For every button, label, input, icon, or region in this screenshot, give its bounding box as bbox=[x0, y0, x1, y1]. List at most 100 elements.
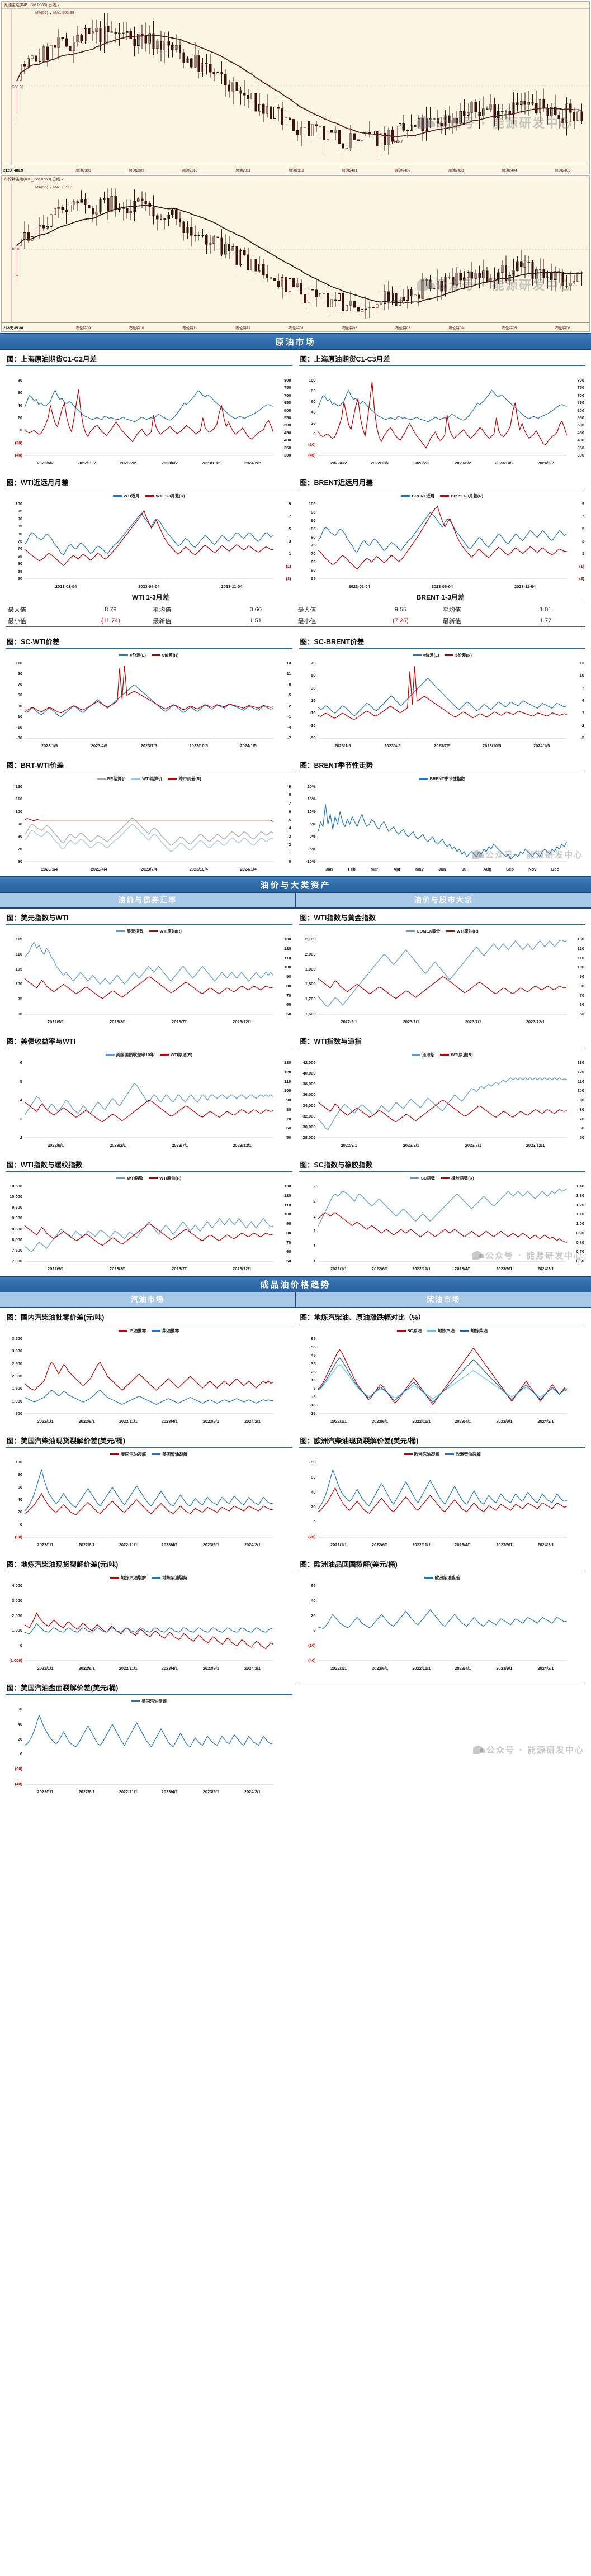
x-tick: 2022/1/1 bbox=[37, 1419, 54, 1424]
x-tick: 2023/9/1 bbox=[496, 1419, 513, 1424]
cell-label: 最大值 bbox=[8, 607, 26, 614]
y-tick-right: 110 bbox=[577, 1078, 584, 1084]
chart-series-SCR bbox=[24, 389, 273, 422]
chart-wti-gold[interactable]: COMEX黄金 WTI原油(R) 2,100 2,000 1,900 1,800 1,700… bbox=[299, 925, 586, 1019]
terminal-panel-sc[interactable]: 原油主连(INE_INV 0063) 日线 ∨ MA(55) ∨ MA1 503… bbox=[1, 1, 590, 174]
y-tick-left: 10% bbox=[307, 809, 316, 814]
y-tick-left: 100 bbox=[308, 378, 316, 383]
chart-title: 图：SC-BRENT价差 bbox=[299, 633, 585, 649]
chart-cell: 图：WTI近远月月差 WTI近月 WTI 1-3月差(R) 100 95 90 85 80 7… bbox=[6, 473, 292, 589]
x-tick: 2022/1/1 bbox=[37, 1789, 54, 1794]
y-tick-right: 650 bbox=[577, 400, 584, 406]
terminal-xtick: 布伦特06 bbox=[555, 326, 570, 330]
report-page: 原油主连(INE_INV 0063) 日线 ∨ MA(55) ∨ MA1 503… bbox=[0, 1, 591, 1802]
chart-row-crack-us-eu: 图：美国汽柴油现货裂解价差(美元/桶) 美国汽油裂解 美国柴油裂解 100 80 60 4… bbox=[0, 1432, 591, 1547]
chart-brt-wti[interactable]: BR结算价 WTI结算价 跨市价差(R) 120 110 100 90 80 70 60 9 8 7 6 5… bbox=[6, 772, 292, 866]
terminal-xtick: 布伦特01 bbox=[289, 326, 304, 330]
chart-eu-gas-rtn[interactable]: 美国汽油盘差 60 40 20 0 (20) (40) bbox=[6, 1695, 292, 1789]
y-tick-right: 100 bbox=[283, 1211, 291, 1217]
y-tick-left: 20 bbox=[311, 1504, 316, 1510]
chart-sc-c1c3[interactable]: 100 80 60 40 20 0 (20) (40) 800 750 700 650 600 550 50… bbox=[299, 366, 586, 460]
y-tick-left: (20) bbox=[15, 1534, 22, 1539]
chart-series-R bbox=[24, 818, 273, 823]
chart-plot bbox=[318, 1077, 567, 1138]
chart-dxy-wti[interactable]: 美元指数 WTI原油(R) 115 110 105 100 95 90 130 120 110 100… bbox=[6, 925, 292, 1019]
chart-shandong-crack[interactable]: 地炼汽油裂解 地炼柴油裂解 4,000 3,000 2,000 1,000 0 (1,000) bbox=[6, 1571, 292, 1665]
y-tick-right: 60 bbox=[579, 1002, 584, 1007]
y-tick-left: 1,000 bbox=[12, 1628, 22, 1633]
chart-sc-rubber[interactable]: 公众号 · 能源研发中心 SC指数 橡胶指数(R) 2 2 2 2 1 1 1.40 1.30 1.… bbox=[299, 1172, 586, 1266]
y-tick-left: 2 bbox=[313, 1198, 316, 1204]
chart-cell: 图：上海原油期货C1-C3月差 100 80 60 40 20 0 (20) (40) 800 7… bbox=[299, 350, 586, 465]
y-tick-left: 0 bbox=[313, 431, 316, 436]
y-tick-left: -15 bbox=[309, 1403, 316, 1408]
chart-sc-wti[interactable]: ¥价差(L) $价差(R) 110 90 70 50 30 10 -10 -30 14 11 8 5 2 -1… bbox=[6, 649, 292, 743]
x-tick: Sep bbox=[506, 867, 514, 872]
chart-plot bbox=[318, 666, 567, 739]
chart-teapot-compare[interactable]: SC原油 地炼汽油 地炼柴油 65 55 45 35 25 15 5 -5 -15 -25 bbox=[299, 1324, 586, 1418]
chart-cell: 图：上海原油期货C1-C2月差 80 60 40 20 0 (20) (40) 800 750 7… bbox=[6, 350, 292, 465]
x-tick: 2024/2/2 bbox=[537, 460, 554, 465]
y-tick-right: 100 bbox=[577, 964, 584, 970]
chart-brent-spread[interactable]: BRENT近月 Brent 1-3月差(R) 100 95 90 85 80 75 70 65 60… bbox=[299, 489, 586, 583]
chart-us-gas-crack[interactable]: 美国汽油裂解 美国柴油裂解 100 80 60 40 20 0 (20) bbox=[6, 1448, 292, 1542]
terminal-panel-brent[interactable]: 布伦特主连(ICE_INV 0563) 日线 ∨ MA(55) ∨ MA1 82… bbox=[1, 175, 590, 332]
chart-brent-season[interactable]: 公众号 · 能源研发中心 BRENT季节性指数 20% 15% 10% 5% 0% -5% -… bbox=[299, 772, 586, 866]
chart-title: 图：欧洲油品回国裂解(美元/桶) bbox=[299, 1555, 585, 1571]
chart-series-SCR bbox=[317, 389, 567, 422]
x-tick: 2023/4/1 bbox=[161, 1542, 178, 1547]
chart-sc-brent[interactable]: ¥价差(L) $价差(R) 70 50 30 10 -10 -30 -50 13 10 7 4 1 -2 -5 bbox=[299, 649, 586, 743]
x-tick: 2022/11/1 bbox=[412, 1266, 431, 1271]
y-tick-left: 8,500 bbox=[12, 1226, 22, 1232]
x-tick: 2022/6/1 bbox=[372, 1542, 389, 1547]
x-tick: 2022/6/1 bbox=[78, 1666, 95, 1671]
chart-gas-diesel-retail[interactable]: 汽油批零 柴油批零 3,500 3,000 2,500 2,000 1,500 1,000 50… bbox=[6, 1324, 292, 1418]
y-tick-right: 14 bbox=[286, 660, 291, 666]
cell-value: 1.51 bbox=[215, 615, 296, 627]
y-tick-right: 1.40 bbox=[576, 1184, 584, 1189]
y-tick-left: 110 bbox=[15, 796, 22, 802]
cell-value: (7.25) bbox=[361, 615, 441, 627]
y-tick-left: 7,500 bbox=[12, 1247, 22, 1253]
chart-wti-spread[interactable]: WTI近月 WTI 1-3月差(R) 100 95 90 85 80 75 70 65 60 55 50… bbox=[6, 489, 292, 583]
y-tick-right: 5 bbox=[581, 526, 584, 531]
x-tick: 2023/4/1 bbox=[161, 1789, 178, 1794]
chart-wti-steel[interactable]: WTI指数 WTI原油(R) 10,500 10,000 9,500 9,000 8,500… bbox=[6, 1172, 292, 1266]
chart-series- bbox=[24, 1362, 273, 1391]
y-tick-right: 9 bbox=[289, 501, 291, 506]
y-tick-left: 10 bbox=[17, 714, 22, 719]
y-tick-left: 2,000 bbox=[12, 1613, 22, 1618]
x-tick: 2023/12/1 bbox=[233, 1143, 252, 1148]
stats-header-brent: BRENT 1-3月差 bbox=[295, 592, 585, 603]
y-tick-left: (40) bbox=[15, 1781, 22, 1786]
x-tick: 2023-06-04 bbox=[138, 584, 160, 589]
y-tick-right: 120 bbox=[283, 1069, 291, 1075]
y-tick-right: (2) bbox=[579, 576, 584, 581]
terminal-xaxis-brent: 228天 85.80 布伦特09 布伦特10 布伦特11 布伦特12 布伦特01 布伦特02… bbox=[2, 322, 589, 331]
y-tick-left: 60 bbox=[311, 1583, 316, 1588]
y-tick-left: 3,000 bbox=[12, 1348, 22, 1354]
x-tick: 2023/1/5 bbox=[334, 743, 351, 748]
x-tick: 2023/4/1 bbox=[455, 1266, 471, 1271]
y-tick-left: 20 bbox=[311, 420, 316, 426]
chart-wti-dow[interactable]: 道琼斯 WTI原油(R) 42,000 40,000 38,000 36,000 34,00… bbox=[299, 1048, 586, 1142]
y-tick-right: -5 bbox=[580, 735, 584, 740]
y-tick-left: 80 bbox=[17, 531, 22, 536]
chart-eu-gas-crack[interactable]: 欧洲汽油裂解 欧洲柴油裂解 80 60 40 20 0 (20) bbox=[299, 1448, 586, 1542]
y-tick-left: 1 bbox=[313, 1243, 316, 1249]
y-tick-left: 65 bbox=[311, 559, 316, 565]
section-banner-assets: 油价与大类资产 bbox=[0, 876, 591, 893]
chart-us-gas-rtn-2[interactable]: 公众号 · 能源研发中心 bbox=[299, 1684, 586, 1778]
chart-us-gas-rtn[interactable]: 欧洲柴油盘差 60 40 20 0 (20) (40) bbox=[299, 1571, 586, 1665]
y-tick-right: 550 bbox=[577, 415, 584, 420]
y-tick-right: 800 bbox=[283, 378, 291, 383]
chart-cell: 图：WTI指数与螺纹指数 WTI指数 WTI原油(R) 10,500 10,000 9,… bbox=[6, 1156, 292, 1271]
chart-ust-wti[interactable]: 美国国债收益率10年 WTI原油(R) 6 5 4 3 2 130 120 110 100 90 80 7… bbox=[6, 1048, 292, 1142]
x-tick: Nov bbox=[528, 867, 537, 872]
chart-sc-c1c2[interactable]: 80 60 40 20 0 (20) (40) 800 750 700 650 600 550 500 45… bbox=[6, 366, 292, 460]
y-tick-left: -30 bbox=[309, 723, 316, 728]
y-tick-left: 75 bbox=[311, 543, 316, 548]
chart-plot bbox=[24, 1715, 273, 1785]
y-tick-right: 90 bbox=[579, 974, 584, 979]
y-tick-right: 110 bbox=[284, 1078, 291, 1084]
